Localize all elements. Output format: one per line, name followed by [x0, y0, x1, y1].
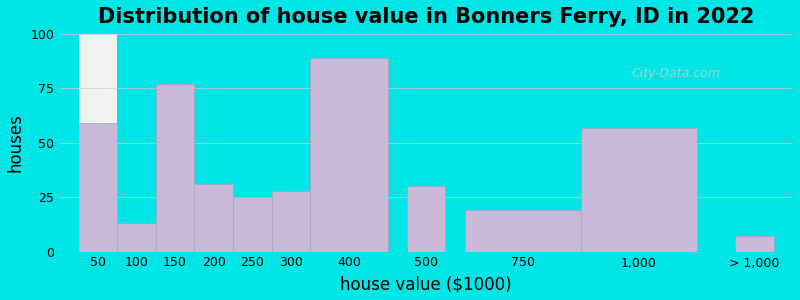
Bar [233, 197, 272, 252]
Bar [407, 186, 446, 252]
Bar [735, 236, 774, 252]
X-axis label: house value ($1000): house value ($1000) [340, 275, 512, 293]
Bar [272, 191, 310, 252]
Bar [194, 184, 233, 252]
Bar [310, 58, 387, 252]
Bar [117, 224, 156, 252]
Bar [78, 123, 117, 252]
Y-axis label: houses: houses [7, 113, 25, 172]
Bar [156, 84, 194, 252]
Text: City-Data.com: City-Data.com [632, 67, 721, 80]
Bar [465, 210, 581, 252]
Bar [581, 128, 697, 252]
Title: Distribution of house value in Bonners Ferry, ID in 2022: Distribution of house value in Bonners F… [98, 7, 754, 27]
